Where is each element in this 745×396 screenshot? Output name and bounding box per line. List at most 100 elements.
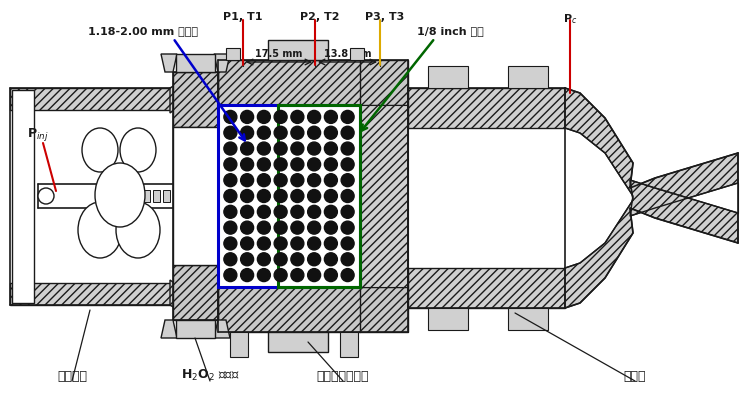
Text: 13.8 mm: 13.8 mm: [324, 49, 371, 59]
Circle shape: [308, 221, 320, 234]
Polygon shape: [170, 73, 194, 113]
Ellipse shape: [95, 163, 145, 227]
Text: 17.5 mm: 17.5 mm: [256, 49, 302, 59]
Text: 1/8 inch 펠렛: 1/8 inch 펠렛: [416, 26, 484, 36]
Circle shape: [224, 126, 237, 139]
Circle shape: [341, 110, 354, 124]
Bar: [173, 127, 218, 265]
Polygon shape: [161, 54, 177, 72]
Polygon shape: [10, 283, 172, 305]
Circle shape: [274, 190, 287, 202]
Bar: [176, 54, 215, 72]
Circle shape: [274, 206, 287, 218]
Circle shape: [291, 174, 304, 187]
Circle shape: [341, 206, 354, 218]
Text: 이원촉매반응기: 이원촉매반응기: [317, 370, 370, 383]
Circle shape: [308, 126, 320, 139]
Circle shape: [308, 142, 320, 155]
Polygon shape: [565, 88, 738, 216]
Circle shape: [324, 158, 337, 171]
Circle shape: [257, 221, 270, 234]
Circle shape: [241, 110, 253, 124]
Polygon shape: [173, 265, 218, 320]
Bar: [176, 320, 215, 338]
Ellipse shape: [82, 128, 118, 172]
Polygon shape: [408, 88, 565, 128]
Circle shape: [324, 237, 337, 250]
Circle shape: [241, 206, 253, 218]
Circle shape: [324, 110, 337, 124]
Circle shape: [257, 126, 270, 139]
Bar: [340, 332, 358, 357]
Circle shape: [291, 221, 304, 234]
Circle shape: [224, 158, 237, 171]
Bar: [278, 105, 360, 287]
Text: H$_2$O$_2$ 인젝터: H$_2$O$_2$ 인젝터: [181, 368, 239, 383]
Ellipse shape: [116, 202, 160, 258]
Circle shape: [274, 142, 287, 155]
Circle shape: [257, 158, 270, 171]
Circle shape: [291, 126, 304, 139]
Circle shape: [224, 268, 237, 282]
Circle shape: [224, 174, 237, 187]
Circle shape: [291, 110, 304, 124]
Circle shape: [308, 237, 320, 250]
Polygon shape: [360, 105, 408, 287]
Bar: [130, 190, 137, 202]
Circle shape: [291, 237, 304, 250]
Circle shape: [341, 221, 354, 234]
Text: P3, T3: P3, T3: [365, 12, 405, 22]
Circle shape: [274, 237, 287, 250]
Circle shape: [324, 206, 337, 218]
Circle shape: [291, 206, 304, 218]
Circle shape: [224, 221, 237, 234]
Bar: [12, 90, 34, 303]
Bar: [508, 308, 548, 330]
Circle shape: [341, 268, 354, 282]
Bar: [226, 48, 240, 60]
Circle shape: [341, 190, 354, 202]
Ellipse shape: [78, 202, 122, 258]
Bar: [143, 190, 150, 202]
Bar: [268, 332, 328, 352]
Circle shape: [274, 110, 287, 124]
Circle shape: [274, 253, 287, 266]
Circle shape: [324, 174, 337, 187]
Circle shape: [257, 142, 270, 155]
Circle shape: [341, 142, 354, 155]
Polygon shape: [214, 54, 230, 72]
Circle shape: [291, 268, 304, 282]
Polygon shape: [218, 287, 408, 332]
Text: P2, T2: P2, T2: [300, 12, 340, 22]
Circle shape: [241, 190, 253, 202]
Text: 연소실: 연소실: [624, 370, 646, 383]
Polygon shape: [10, 88, 172, 110]
Circle shape: [38, 188, 54, 204]
Circle shape: [257, 206, 270, 218]
Bar: [268, 40, 328, 60]
Bar: [163, 190, 170, 202]
Circle shape: [257, 237, 270, 250]
Circle shape: [257, 268, 270, 282]
Bar: [508, 66, 548, 88]
Polygon shape: [218, 60, 408, 105]
Bar: [153, 190, 160, 202]
Circle shape: [308, 110, 320, 124]
Polygon shape: [565, 180, 738, 308]
Circle shape: [341, 237, 354, 250]
Circle shape: [308, 158, 320, 171]
Circle shape: [308, 253, 320, 266]
Circle shape: [257, 190, 270, 202]
Circle shape: [224, 110, 237, 124]
Circle shape: [308, 268, 320, 282]
Text: P1, T1: P1, T1: [224, 12, 263, 22]
Circle shape: [291, 190, 304, 202]
Circle shape: [341, 158, 354, 171]
Circle shape: [341, 174, 354, 187]
Circle shape: [224, 142, 237, 155]
Circle shape: [291, 142, 304, 155]
Circle shape: [291, 158, 304, 171]
Circle shape: [274, 126, 287, 139]
Circle shape: [257, 253, 270, 266]
Text: P$_c$: P$_c$: [562, 12, 577, 26]
